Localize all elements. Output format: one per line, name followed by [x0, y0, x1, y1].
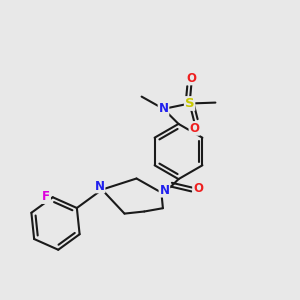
Text: O: O: [193, 182, 203, 195]
Text: S: S: [185, 97, 194, 110]
Text: O: O: [189, 122, 200, 135]
Text: F: F: [42, 190, 50, 203]
Text: N: N: [158, 102, 169, 116]
Text: O: O: [186, 71, 197, 85]
Text: N: N: [94, 179, 105, 193]
Text: N: N: [159, 184, 170, 197]
